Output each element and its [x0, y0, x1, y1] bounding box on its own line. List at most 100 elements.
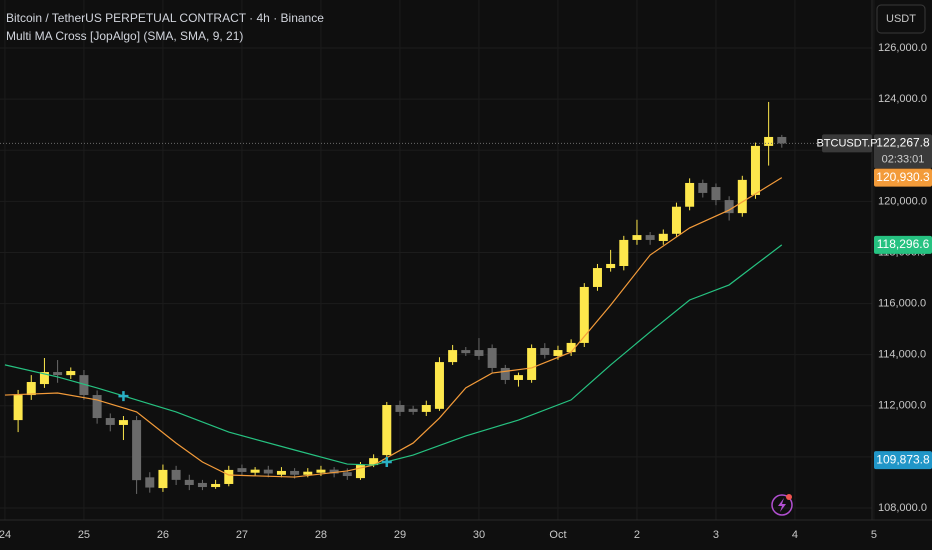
candle-body: [13, 395, 23, 421]
candle-body: [671, 206, 681, 234]
candle: [540, 343, 550, 359]
candle: [671, 202, 681, 238]
candle-body: [724, 200, 734, 214]
candle: [145, 472, 155, 493]
countdown: 02:33:01: [882, 153, 925, 165]
candle-body: [79, 375, 89, 396]
cross-signal: [118, 391, 129, 402]
candle: [448, 344, 458, 365]
price-label: 109,873.8: [876, 452, 930, 466]
alert-ring: [771, 494, 793, 516]
grid: [0, 0, 875, 520]
symbol-label: BTCUSDT.P: [816, 137, 877, 149]
candle: [197, 479, 207, 491]
candle-body: [553, 350, 563, 356]
y-tick-label: 114,000.0: [878, 349, 926, 361]
candle: [118, 416, 128, 441]
chart-title: Bitcoin / TetherUS PERPETUAL CONTRACT · …: [6, 11, 324, 25]
currency-button[interactable]: [876, 4, 926, 34]
candle: [66, 367, 76, 379]
symbol-label-box: [822, 134, 872, 153]
y-tick-label: 120,000.0: [878, 195, 927, 207]
candle: [434, 357, 444, 411]
candle: [698, 179, 708, 198]
x-tick-label: 25: [78, 529, 90, 541]
candle-body: [342, 472, 352, 477]
candle: [421, 400, 431, 416]
candle: [26, 375, 36, 400]
candle: [777, 134, 787, 148]
candle-body: [513, 375, 523, 380]
alert-icon[interactable]: [771, 494, 793, 516]
ma-line: [4, 244, 783, 466]
candle-body: [474, 350, 484, 356]
candle-body: [184, 479, 194, 485]
candle-body: [395, 405, 405, 412]
candle-body: [500, 367, 510, 380]
candle-body: [263, 469, 273, 474]
candle-body: [158, 469, 168, 489]
x-tick-label: 3: [713, 529, 719, 541]
candle-body: [171, 469, 181, 480]
candle-body: [290, 470, 300, 475]
candle: [53, 360, 63, 383]
candle: [474, 338, 484, 360]
y-tick-label: 112,000.0: [878, 400, 926, 412]
candle: [395, 400, 405, 416]
candle: [487, 344, 497, 373]
candle: [632, 219, 642, 245]
candle-body: [329, 469, 339, 474]
candle-body: [434, 362, 444, 409]
x-tick-label: 29: [394, 529, 406, 541]
candle-body: [355, 465, 365, 479]
candle-body: [303, 471, 313, 475]
candle-body: [737, 179, 747, 214]
x-tick-label: 2: [634, 529, 640, 541]
candle-body: [685, 182, 695, 207]
candle: [184, 474, 194, 491]
candle: [658, 229, 668, 245]
candle: [461, 347, 471, 356]
candle-body: [316, 469, 326, 473]
candle: [276, 467, 286, 478]
candle-body: [211, 483, 221, 488]
price-label: 118,296.6: [877, 237, 930, 251]
candle-body: [750, 145, 760, 195]
candle: [158, 464, 168, 492]
y-tick-label: 126,000.0: [878, 42, 927, 54]
x-tick-label: 5: [871, 529, 877, 541]
candle-body: [566, 342, 576, 353]
price-label: 122,267.8: [876, 136, 930, 150]
candle-body: [645, 235, 655, 240]
plot-area: [0, 101, 872, 494]
candle: [764, 101, 774, 166]
candle: [606, 249, 616, 272]
candle: [619, 235, 629, 271]
candle-body: [39, 372, 49, 385]
candle-body: [92, 395, 102, 419]
y-tick-label: 116,000.0: [878, 297, 926, 309]
candle-body: [118, 420, 128, 425]
x-tick-label: 26: [157, 529, 169, 541]
y-tick-label: 124,000.0: [878, 93, 927, 105]
candle-body: [764, 136, 774, 146]
candle: [263, 465, 273, 478]
candle: [224, 465, 234, 487]
candle-body: [777, 136, 787, 144]
candle: [342, 468, 352, 480]
candle-body: [26, 382, 36, 396]
indicator-title: Multi MA Cross [JopAlgo] (SMA, SMA, 9, 2…: [6, 29, 243, 43]
price-label-box: [874, 134, 932, 169]
candle: [79, 370, 89, 400]
x-tick-label: 4: [792, 529, 798, 541]
candle: [39, 357, 49, 388]
candle-body: [592, 268, 602, 287]
candle-body: [632, 235, 642, 240]
candle-body: [53, 372, 63, 376]
candle-body: [606, 263, 616, 269]
candle-body: [237, 468, 247, 472]
candle: [237, 464, 247, 477]
candle-body: [527, 348, 537, 380]
